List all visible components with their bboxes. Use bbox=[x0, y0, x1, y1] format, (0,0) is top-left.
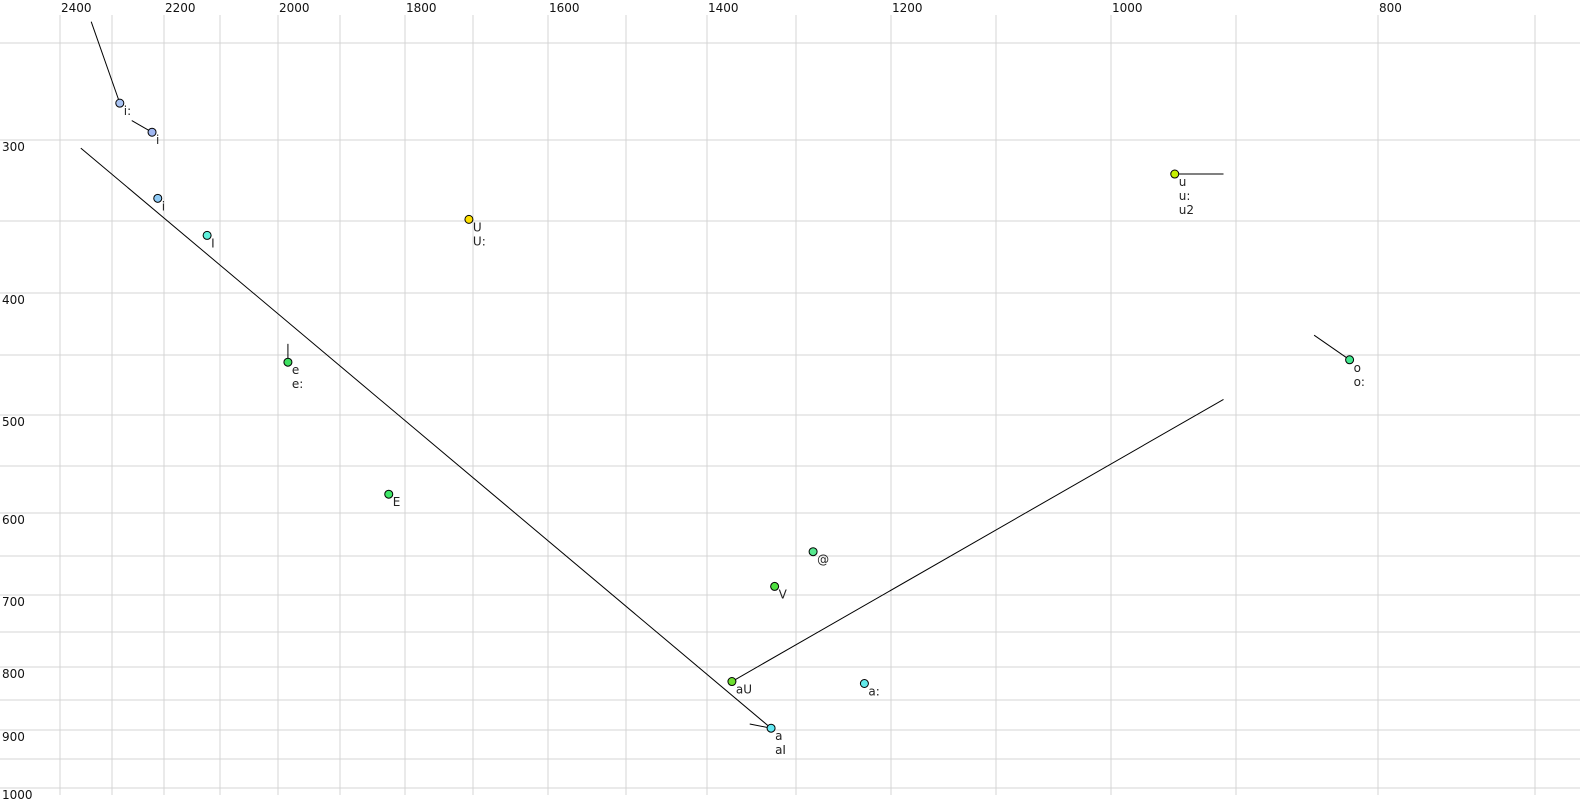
point-marker bbox=[283, 357, 293, 367]
y-tick-label: 700 bbox=[2, 595, 25, 609]
vowel-point: aU bbox=[727, 677, 752, 697]
point-marker bbox=[859, 679, 869, 688]
vowel-point: V bbox=[770, 581, 788, 601]
point-marker bbox=[115, 98, 125, 108]
vowel-point: a: bbox=[859, 679, 880, 699]
vowel-point: uu:u2 bbox=[1170, 169, 1194, 217]
x-axis-ticks: 2400 2200 2000 1800 1600 1400 1200 1000 800 bbox=[61, 1, 1402, 15]
vowel-point: UU: bbox=[464, 214, 486, 248]
point-label: U bbox=[473, 220, 482, 234]
trajectory-line bbox=[1313, 334, 1350, 361]
x-tick-label: 800 bbox=[1379, 1, 1402, 15]
point-label: i: bbox=[124, 104, 131, 118]
y-tick-label: 900 bbox=[2, 730, 25, 744]
x-tick-label: 2200 bbox=[165, 1, 196, 15]
x-tick-label: 2400 bbox=[61, 1, 92, 15]
point-label: E bbox=[393, 495, 401, 509]
trajectories bbox=[80, 21, 1350, 729]
x-tick-label: 2000 bbox=[279, 1, 310, 15]
x-tick-label: 1800 bbox=[406, 1, 437, 15]
y-tick-label: 400 bbox=[2, 293, 25, 307]
point-marker bbox=[384, 489, 394, 499]
point-label: u2 bbox=[1179, 203, 1194, 217]
trajectory-line bbox=[80, 147, 772, 729]
vowel-point: oo: bbox=[1345, 355, 1365, 389]
x-tick-label: 1400 bbox=[708, 1, 739, 15]
point-label: @ bbox=[817, 553, 829, 567]
point-label: o: bbox=[1354, 375, 1365, 389]
x-tick-label: 1600 bbox=[549, 1, 580, 15]
point-label: I bbox=[211, 236, 215, 250]
y-tick-label: 500 bbox=[2, 415, 25, 429]
vowel-point: I bbox=[202, 230, 215, 250]
vowel-point: E bbox=[384, 489, 401, 509]
point-marker bbox=[770, 581, 780, 591]
y-tick-label: 600 bbox=[2, 513, 25, 527]
trajectory-line bbox=[731, 398, 1224, 682]
trajectory-line bbox=[90, 21, 121, 104]
point-marker bbox=[464, 214, 474, 224]
point-label: U: bbox=[473, 234, 486, 248]
x-tick-label: 1000 bbox=[1112, 1, 1143, 15]
point-label: e: bbox=[292, 377, 303, 391]
vowel-point: i bbox=[147, 127, 159, 147]
point-label: i bbox=[156, 133, 159, 147]
vowel-point: i: bbox=[115, 98, 131, 118]
point-marker bbox=[727, 677, 737, 687]
point-label: aI bbox=[775, 743, 786, 757]
point-marker bbox=[202, 230, 212, 240]
point-label: u: bbox=[1179, 189, 1191, 203]
point-label: a: bbox=[868, 685, 879, 699]
point-marker bbox=[1170, 169, 1180, 179]
y-tick-label: 800 bbox=[2, 667, 25, 681]
grid bbox=[0, 15, 1580, 795]
y-tick-label: 300 bbox=[2, 140, 25, 154]
y-tick-label: 1000 bbox=[2, 788, 33, 800]
point-marker bbox=[147, 127, 157, 137]
point-marker bbox=[808, 547, 818, 557]
x-tick-label: 1200 bbox=[892, 1, 923, 15]
vowel-point: ee: bbox=[283, 357, 303, 391]
vowel-point: aaI bbox=[766, 723, 786, 757]
point-marker bbox=[1345, 355, 1355, 365]
point-marker bbox=[766, 723, 776, 733]
point-marker bbox=[153, 193, 163, 203]
point-label: u bbox=[1179, 175, 1187, 189]
vowel-point: @ bbox=[808, 547, 829, 567]
point-label: e bbox=[292, 363, 299, 377]
point-label: V bbox=[779, 587, 788, 601]
y-axis-ticks: 300 400 500 600 700 800 900 1000 bbox=[2, 140, 33, 800]
point-label: i bbox=[162, 199, 165, 213]
point-label: a bbox=[775, 729, 782, 743]
point-label: o bbox=[1354, 361, 1361, 375]
point-label: aU bbox=[736, 683, 752, 697]
vowel-point: i bbox=[153, 193, 165, 213]
